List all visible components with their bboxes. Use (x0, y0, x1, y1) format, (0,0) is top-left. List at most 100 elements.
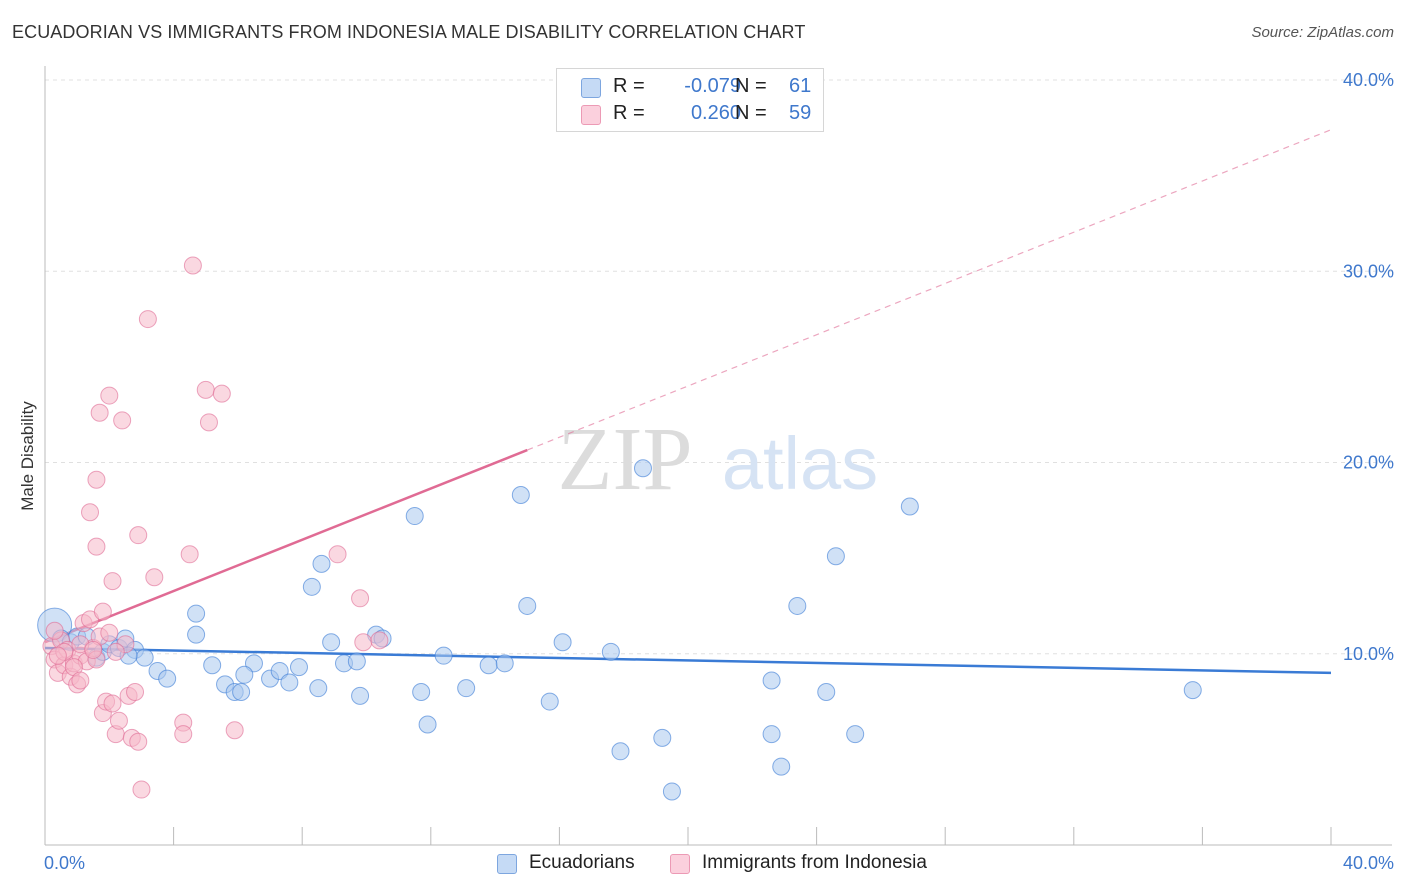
y-tick-label: 20.0% (1343, 453, 1394, 473)
point-ecuadorian (434, 646, 453, 665)
point-ecuadorian (232, 683, 251, 701)
point-indonesia (71, 671, 90, 690)
point-ecuadorian (817, 683, 836, 701)
n-label: N = (735, 102, 767, 124)
point-ecuadorian (1183, 681, 1202, 700)
point-indonesia (180, 545, 199, 564)
point-indonesia (351, 589, 370, 608)
legend-swatch-blue (497, 854, 517, 874)
point-ecuadorian (762, 725, 781, 744)
point-indonesia (354, 633, 373, 652)
y-tick-label: 40.0% (1343, 70, 1394, 90)
point-indonesia (174, 725, 193, 744)
r-label: R = (613, 75, 645, 97)
point-indonesia (183, 256, 202, 275)
point-indonesia (212, 384, 231, 403)
point-indonesia (100, 386, 119, 405)
point-indonesia (87, 537, 106, 556)
point-indonesia (45, 621, 64, 640)
n-label: N = (735, 75, 767, 97)
point-indonesia (87, 470, 106, 489)
point-ecuadorian (633, 459, 652, 478)
point-ecuadorian (495, 654, 514, 673)
point-ecuadorian (601, 642, 620, 661)
point-indonesia (103, 572, 122, 591)
x-tick-labels: 0.0% 40.0% (44, 853, 1394, 873)
watermark-zip: ZIP (558, 410, 693, 509)
r-label: R = (613, 102, 645, 124)
axes (44, 66, 1392, 846)
point-ecuadorian (611, 742, 630, 761)
point-indonesia (328, 545, 347, 564)
point-ecuadorian (347, 652, 366, 671)
point-indonesia (126, 683, 145, 701)
r-value: 0.260 (690, 102, 741, 124)
point-indonesia (196, 380, 215, 399)
legend-label: Ecuadorians (529, 852, 635, 873)
point-ecuadorian (235, 665, 254, 684)
point-ecuadorian (135, 648, 154, 667)
y-tick-label: 30.0% (1343, 261, 1394, 281)
y-tick-labels: 10.0% 20.0% 30.0% 40.0% (1343, 70, 1394, 664)
point-indonesia (81, 503, 100, 522)
n-value: 61 (789, 75, 812, 97)
point-ecuadorian (662, 782, 681, 801)
point-ecuadorian (412, 683, 431, 701)
point-ecuadorian (540, 692, 559, 711)
point-indonesia (370, 631, 389, 650)
legend-swatch-pink (581, 105, 601, 125)
x-tick-label: 0.0% (44, 853, 85, 873)
point-indonesia (103, 694, 122, 713)
point-indonesia (145, 568, 164, 587)
legend-label: Immigrants from Indonesia (702, 852, 927, 873)
point-ecuadorian (312, 554, 331, 573)
gridlines (45, 79, 1392, 655)
point-ecuadorian (518, 596, 537, 615)
x-tick-label: 40.0% (1343, 853, 1394, 873)
point-indonesia (199, 413, 218, 432)
n-value: 59 (789, 102, 812, 124)
data-points (37, 256, 1202, 801)
point-ecuadorian (270, 661, 289, 680)
point-ecuadorian (351, 686, 370, 705)
point-indonesia (106, 642, 125, 661)
point-indonesia (138, 310, 157, 329)
point-indonesia (129, 526, 148, 545)
point-indonesia (100, 623, 119, 642)
trend-indonesia-extension (527, 129, 1332, 451)
point-indonesia (90, 403, 109, 422)
point-ecuadorian (553, 633, 572, 652)
point-ecuadorian (418, 715, 437, 734)
point-ecuadorian (187, 625, 206, 644)
point-ecuadorian (826, 547, 845, 566)
point-ecuadorian (457, 679, 476, 698)
point-indonesia (48, 646, 67, 665)
point-ecuadorian (280, 673, 299, 692)
trend-ecuadorians (44, 646, 1332, 675)
watermark-atlas: atlas (722, 422, 878, 505)
trend-lines (44, 129, 1332, 675)
point-ecuadorian (203, 656, 222, 675)
point-ecuadorian (653, 728, 672, 747)
point-indonesia (84, 640, 103, 659)
point-indonesia (225, 721, 244, 740)
series-legend: Ecuadorians Immigrants from Indonesia (0, 852, 1406, 878)
legend-swatch-blue (581, 78, 601, 98)
point-indonesia (129, 732, 148, 751)
point-indonesia (132, 780, 151, 799)
legend-swatch-pink (670, 854, 690, 874)
point-ecuadorian (762, 671, 781, 690)
point-ecuadorian (511, 486, 530, 505)
point-ecuadorian (322, 633, 341, 652)
watermark: ZIP atlas (558, 410, 879, 509)
trend-indonesia (44, 448, 528, 644)
point-ecuadorian (158, 669, 177, 688)
point-indonesia (109, 711, 128, 730)
chart-title: ECUADORIAN VS IMMIGRANTS FROM INDONESIA … (12, 22, 806, 42)
point-ecuadorian (187, 604, 206, 623)
point-ecuadorian (772, 757, 791, 776)
point-ecuadorian (788, 596, 807, 615)
stats-legend: R = -0.079 N = 61 R = 0.260 N = 59 (556, 68, 824, 132)
point-ecuadorian (309, 679, 328, 698)
